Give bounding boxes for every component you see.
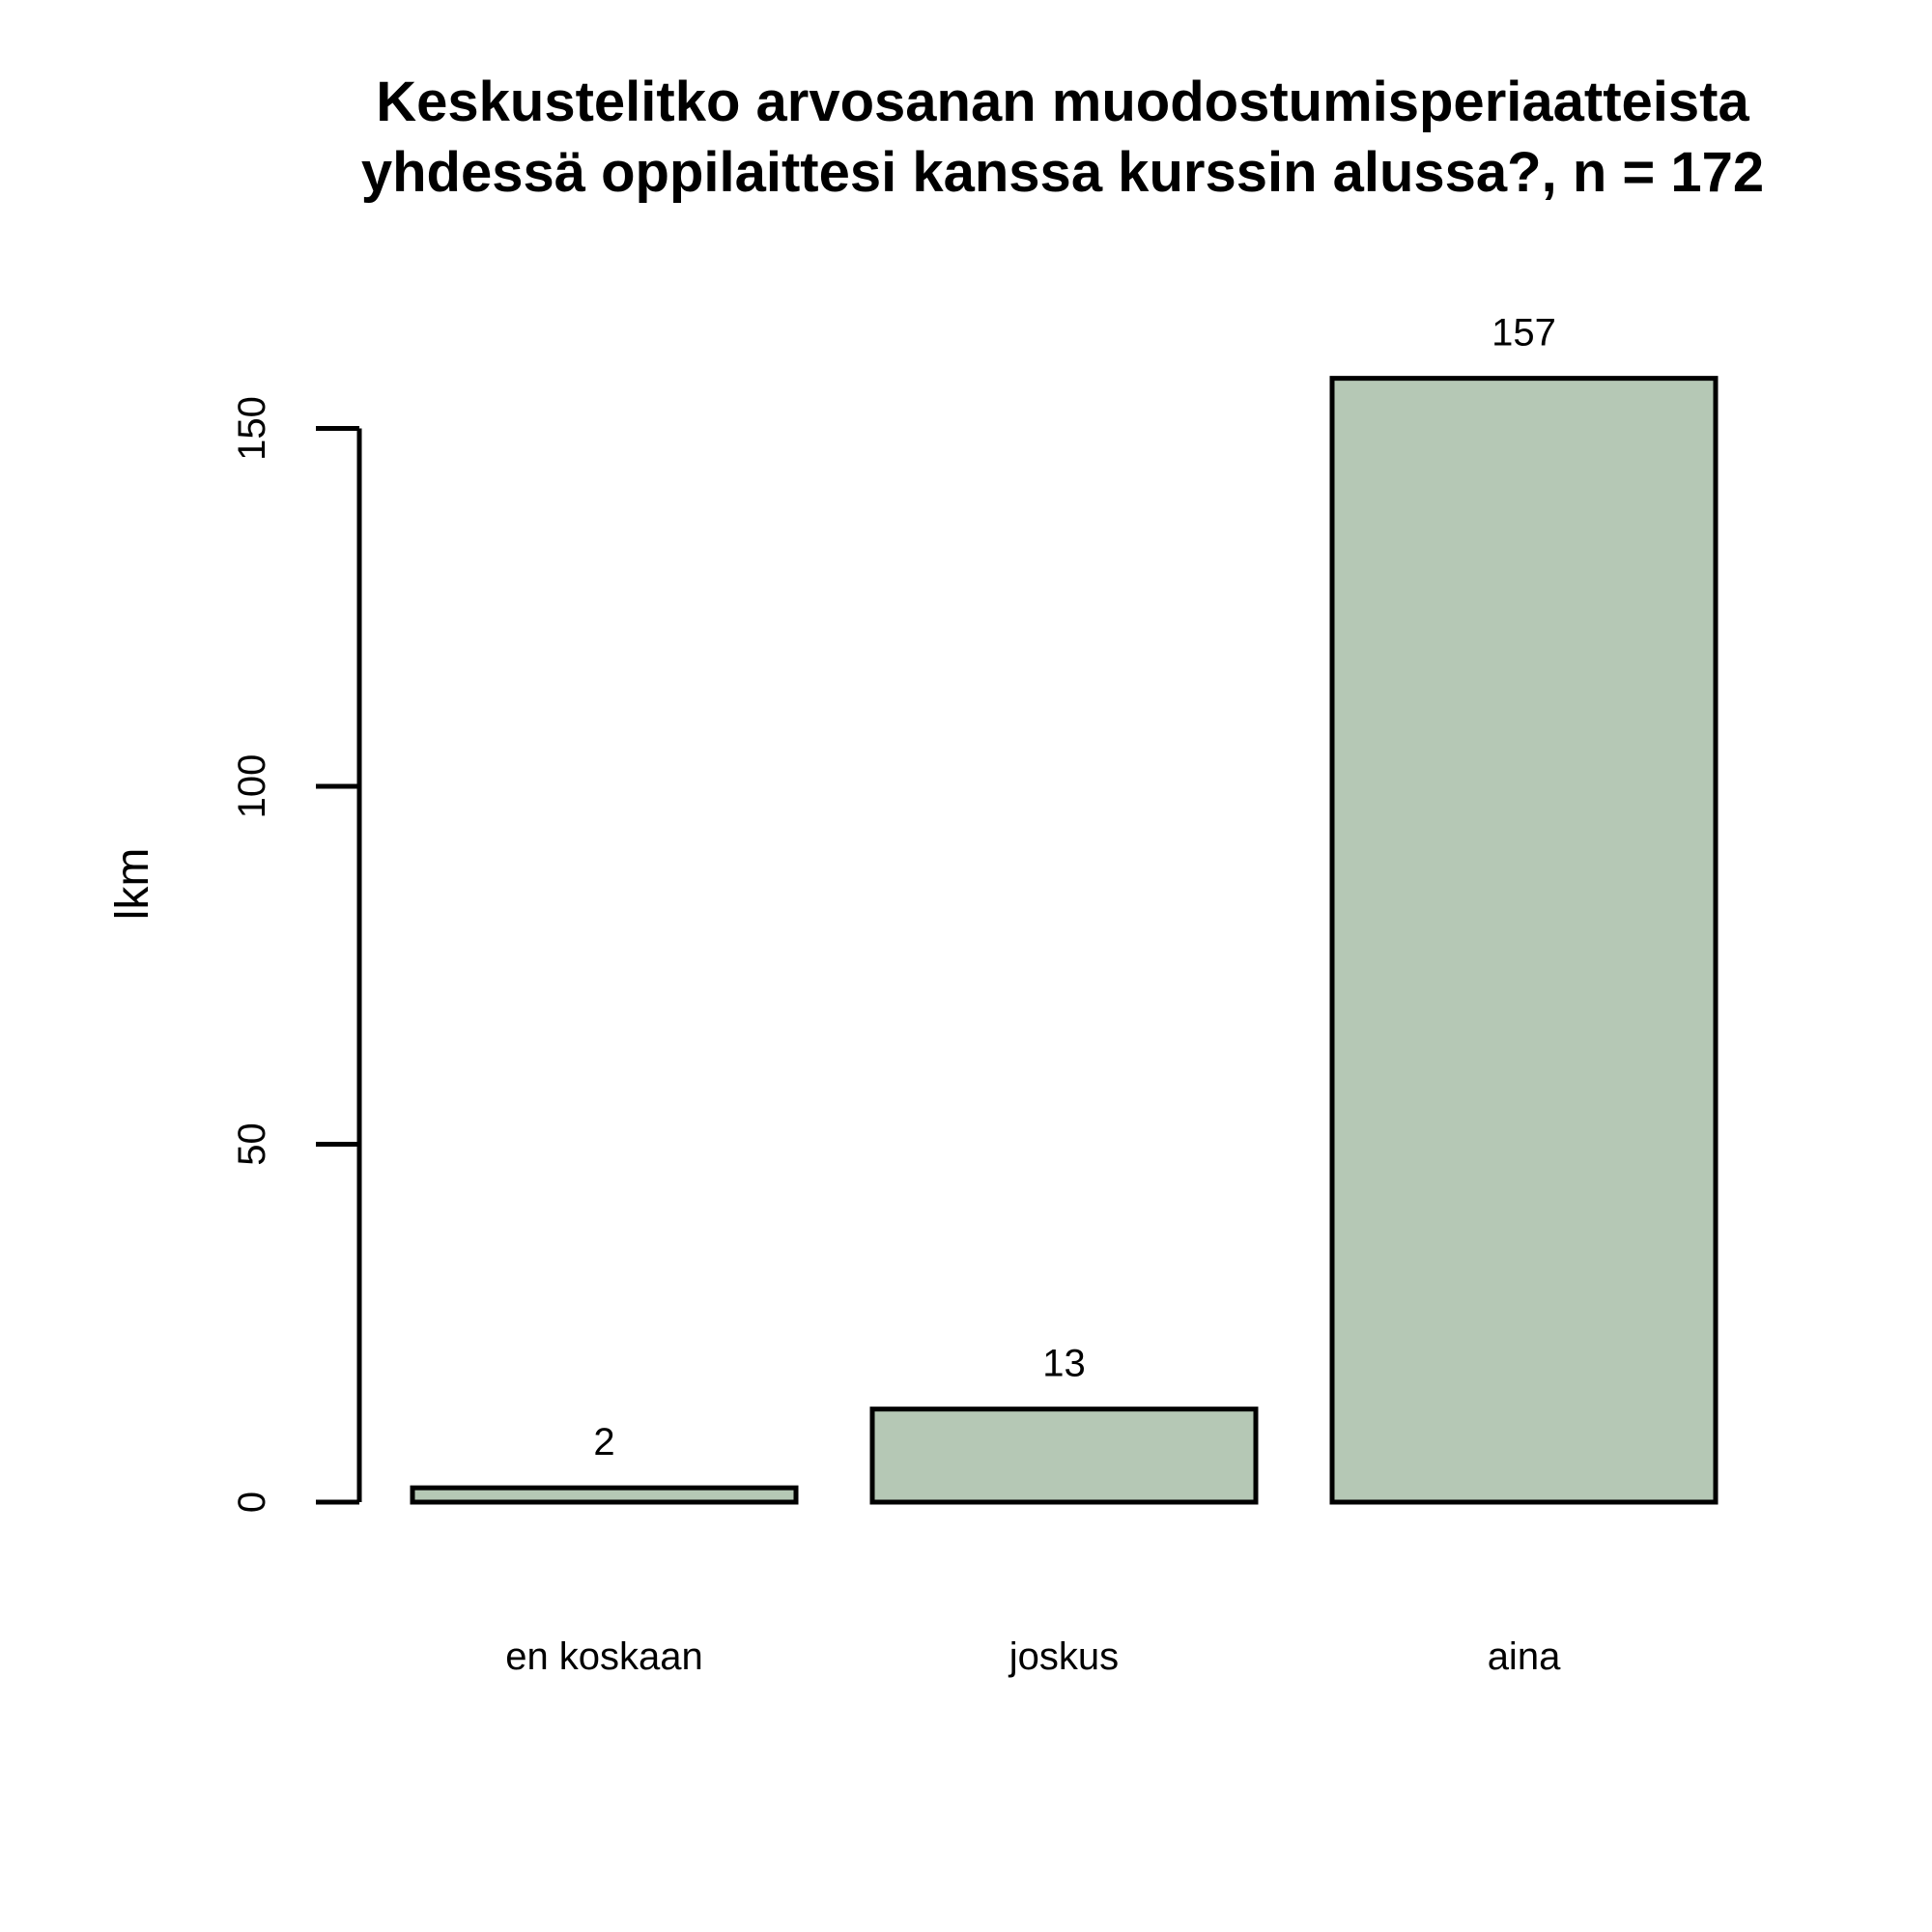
y-tick-label: 100 <box>231 754 273 819</box>
x-category-label: en koskaan <box>505 1635 703 1678</box>
y-tick-label: 50 <box>231 1122 273 1166</box>
chart-title-line-1: Keskustelitko arvosanan muodostumisperia… <box>376 71 1749 133</box>
bar-en-koskaan <box>410 1485 799 1505</box>
bars: 2 en koskaan 13 joskus 157 aina <box>410 312 1719 1678</box>
bar-joskus <box>869 1406 1259 1505</box>
bar-value-label: 13 <box>1042 1343 1086 1385</box>
y-tick-label: 0 <box>231 1492 273 1513</box>
bar-value-label: 157 <box>1492 312 1556 355</box>
bar-value-label: 2 <box>593 1421 614 1463</box>
y-tick-label: 150 <box>231 396 273 461</box>
bar-aina <box>1329 376 1719 1505</box>
x-category-label: joskus <box>1009 1635 1119 1678</box>
y-axis: 0 50 100 150 <box>231 396 362 1513</box>
x-category-label: aina <box>1488 1635 1561 1678</box>
y-axis-title: lkm <box>107 848 158 921</box>
chart-title-line-2: yhdessä oppilaittesi kanssa kurssin alus… <box>361 141 1764 204</box>
